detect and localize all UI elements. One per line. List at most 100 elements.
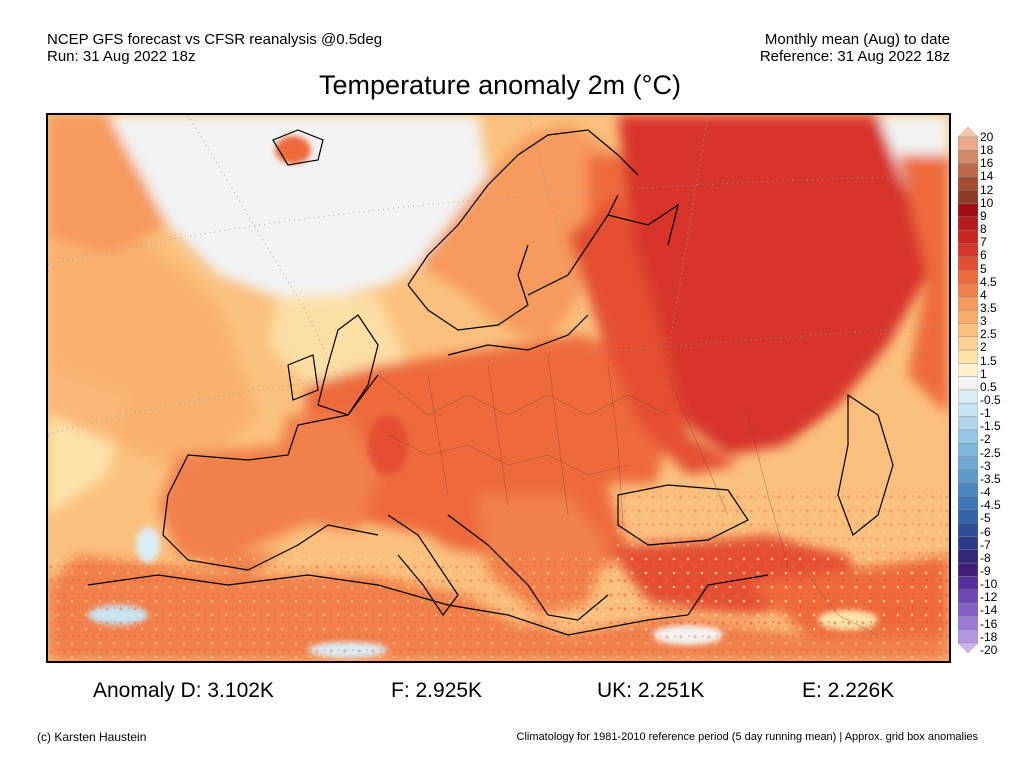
period-description: Monthly mean (Aug) to date	[764, 31, 950, 48]
colorbar-cell	[958, 602, 978, 617]
coastlines	[87, 129, 894, 636]
colorbar-cell	[958, 230, 978, 244]
colorbar-cell	[958, 163, 978, 178]
colorbar-tick-label: 1.5	[980, 353, 997, 368]
colorbar-tick-label: 7	[980, 235, 987, 250]
colorbar-cell	[958, 309, 978, 324]
colorbar-cell	[958, 469, 978, 484]
colorbar-cell	[958, 216, 978, 231]
colorbar-cell	[958, 363, 978, 377]
colorbar-cell	[958, 176, 978, 191]
colorbar-cell	[958, 562, 978, 577]
colorbar-cell	[958, 203, 978, 218]
colorbar-tick-label: -3	[980, 458, 991, 473]
colorbar-tick-label: -5	[980, 511, 991, 526]
colorbar-tick-label: 1	[980, 366, 987, 381]
colorbar-cell	[958, 589, 978, 604]
colorbar-tick-label: -7	[980, 537, 991, 552]
colorbar-cell	[958, 389, 978, 404]
colorbar-tick-label: 12	[980, 182, 994, 197]
model-description: NCEP GFS forecast vs CFSR reanalysis @0.…	[47, 31, 383, 48]
alps-warm-spot	[368, 415, 408, 475]
colorbar-tick-label: -6	[980, 524, 991, 539]
colorbar-cell	[958, 509, 978, 524]
graticule	[48, 115, 949, 466]
colorbar-cell	[958, 323, 978, 337]
colorbar-tick-label: -1.5	[980, 419, 1001, 434]
colorbar-cell	[958, 127, 978, 138]
colorbar-tick-label: 16	[980, 156, 994, 171]
colorbar-tick-label: -0.5	[980, 393, 1001, 407]
colorbar-cell	[958, 150, 978, 164]
colorbar-tick-label: 5	[980, 261, 987, 276]
colorbar	[958, 127, 978, 653]
colorbar-cell	[958, 536, 978, 550]
run-time: Run: 31 Aug 2022 18z	[47, 48, 196, 65]
colorbar-tick-label: -1	[980, 406, 991, 421]
colorbar-tick-label: 4	[980, 287, 987, 302]
colorbar-cell	[958, 483, 978, 497]
colorbar-cell	[958, 496, 978, 511]
atlantic-neutral-zone	[108, 115, 488, 305]
period-info: Monthly mean (Aug) to date Reference: 31…	[760, 31, 950, 65]
colorbar-tick-label: 2	[980, 340, 987, 355]
colorbar-cell	[958, 429, 978, 444]
finland-coast	[527, 194, 619, 296]
anomaly-spain: E: 2.226K	[802, 679, 895, 702]
reference-time: Reference: 31 Aug 2022 18z	[759, 48, 950, 65]
italy-coast	[387, 514, 459, 617]
baltic-coast	[447, 314, 589, 356]
iceland-coast	[272, 129, 324, 166]
colorbar-tick-label: -9	[980, 563, 991, 578]
colorbar-cell	[958, 296, 978, 311]
colorbar-cell	[958, 616, 978, 630]
anomaly-germany: Anomaly D: 3.102K	[93, 679, 274, 702]
colorbar-cell	[958, 283, 978, 297]
colorbar-cell	[958, 190, 978, 204]
climatology-footnote: Climatology for 1981-2010 reference peri…	[516, 731, 978, 743]
colorbar-tick-label: -10	[980, 577, 998, 592]
colorbar-tick-label: 2.5	[980, 327, 997, 342]
colorbar-tick-label: 14	[980, 169, 994, 184]
colorbar-tick-label: -4	[980, 485, 991, 500]
colorbar-cell	[958, 549, 978, 564]
scandinavia-coast	[407, 129, 639, 286]
colorbar-tick-label: -3.5	[980, 471, 1001, 486]
colorbar-tick-label: 3.5	[980, 300, 997, 315]
colorbar-cell	[958, 403, 978, 417]
black-sea-coast	[617, 484, 749, 546]
country-anomalies: Anomaly D: 3.102K F: 2.925K UK: 2.251K E…	[0, 679, 1024, 707]
colorbar-cell	[958, 576, 978, 590]
colorbar-tick-label: -8	[980, 550, 991, 565]
britain-coast	[317, 314, 379, 416]
colorbar-tick-label: 9	[980, 208, 987, 223]
colorbar-cell	[958, 456, 978, 471]
colorbar-tick-label: 8	[980, 222, 987, 237]
balkan-coast	[447, 514, 609, 621]
norway-sweden-coast	[407, 244, 529, 331]
colorbar-tick-label: -2	[980, 432, 991, 447]
colorbar-cell	[958, 443, 978, 457]
anomaly-france: F: 2.925K	[391, 679, 483, 702]
colorbar-tick-label: 18	[980, 143, 994, 158]
colorbar-cell	[958, 416, 978, 431]
east-warm	[898, 155, 949, 415]
caspian-coast	[837, 393, 894, 536]
colorbar-tick-label: 3	[980, 314, 987, 329]
colorbar-tick-label: -14	[980, 603, 998, 618]
map-panel	[46, 113, 951, 663]
iceland-warm-spot	[275, 136, 311, 164]
anomaly-uk: UK: 2.251K	[597, 679, 705, 702]
france-spain-coast	[162, 374, 379, 571]
country-borders	[377, 354, 879, 636]
run-info: NCEP GFS forecast vs CFSR reanalysis @0.…	[47, 31, 382, 65]
colorbar-tick-label: 20	[980, 130, 994, 144]
colorbar-cell	[958, 336, 978, 351]
colorbar-cell	[958, 349, 978, 364]
north-ocean-warm	[48, 115, 168, 255]
colorbar-cell	[958, 642, 978, 653]
ireland-coast	[287, 354, 319, 401]
colorbar-tick-label: -12	[980, 590, 998, 605]
colorbar-tick-label: -16	[980, 616, 998, 631]
colorbar-tick-label: -18	[980, 629, 998, 644]
